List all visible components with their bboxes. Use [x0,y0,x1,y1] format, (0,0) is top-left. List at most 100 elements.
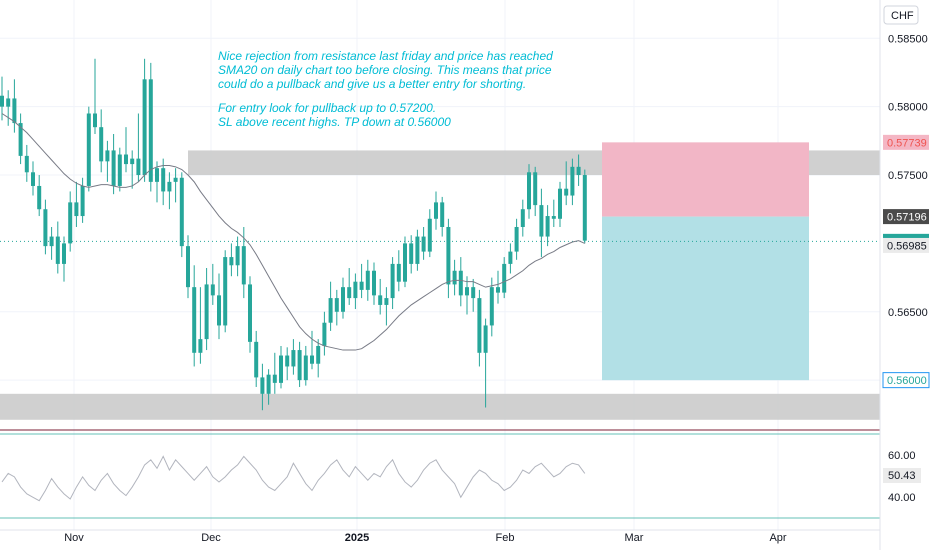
candle-body [210,284,215,296]
annotation-text[interactable]: Nice rejection from resistance last frid… [218,49,553,129]
candle-body [378,295,383,305]
candle-body [161,168,166,192]
candle-body [427,218,432,252]
candle-body [520,209,525,227]
candle-body [527,172,531,210]
candle-body [434,202,438,219]
candle-body [582,175,587,241]
candle-body [303,355,308,381]
rsi-value-tag [883,468,921,483]
candle-body [465,287,469,296]
candle-body [86,113,91,186]
candle-body [198,339,203,353]
x-tick-label: Apr [769,532,786,544]
currency-badge[interactable] [883,5,919,25]
time-axis[interactable]: Nov Dec 2025 Feb Mar Apr [64,532,787,544]
candle-body [235,246,240,266]
candle-body [80,185,85,217]
target-price-tag-label: 0.56000 [887,375,927,387]
rsi-polyline [1,455,586,502]
y-tick-label: 0.58000 [888,102,928,114]
candle-body [217,295,221,326]
candle-body [43,209,48,247]
candle-body [533,172,538,206]
candle-body [570,166,575,196]
zone-support [0,393,880,420]
candle-body [409,243,414,264]
candle-body [99,127,104,162]
candle-body [564,188,569,196]
candle-body [186,246,190,288]
candle-body [0,95,4,107]
candle-body [316,345,321,364]
candle-body [341,287,345,312]
entry-price-tag [883,209,929,225]
candle-body [93,113,97,128]
candle-body [328,298,333,323]
candle-body [291,350,296,367]
candle-body [558,188,562,219]
rsi-axis: 60.00 40.00 50.43 [883,450,921,504]
candle-body [167,181,172,192]
price-axis[interactable]: CHF 0.585000.580000.575000.565000.56000 … [882,5,930,504]
candle-body [489,287,494,326]
candle-body [241,246,246,285]
candle-body [12,98,17,124]
candle-body [508,251,513,264]
candle-body [322,322,327,346]
candle-body [155,168,159,182]
candle-body [384,298,389,305]
rsi-tick-60: 60.00 [888,450,916,462]
sma-price-tag [883,237,929,253]
candle-body [471,287,476,299]
candle-body [396,263,401,282]
candle-body [285,355,290,367]
y-ticks: 0.58500 0.58000 0.57500 0.56500 0.56000 [888,33,928,387]
candle-body [452,270,457,285]
sma-price-tag-label: 0.56985 [887,240,927,252]
candle-body [310,355,314,364]
candle-body [179,177,184,247]
candle-body [477,298,482,353]
x-tick-label: Nov [64,532,84,544]
trade-position[interactable] [0,142,880,381]
candle-body [272,374,277,383]
candle-body [403,243,407,282]
annotation-line-3: could do a pullback and give us a better… [218,77,526,91]
candle-body [31,172,35,186]
candle-body [365,270,370,290]
candle-body [117,154,122,186]
candles [0,58,587,411]
candle-body [334,298,339,312]
candle-body [514,226,519,252]
candle-body [496,287,500,293]
candle-body [502,263,507,293]
candle-body [254,341,259,378]
candle-body [111,150,116,186]
candle-body [347,287,352,299]
rsi-indicator [1,455,586,502]
candle-body [68,202,73,244]
x-tick-label: 2025 [345,532,369,544]
candle-body [260,377,265,394]
candle-body [359,281,364,290]
annotation-line-2: SMA20 on daily chart too before closing.… [218,63,552,77]
x-tick-label: Mar [625,532,644,544]
target-price-tag [882,372,930,389]
candle-body [6,98,11,107]
stop-price-tag-label: 0.57739 [887,137,927,149]
candle-body [142,79,147,176]
candle-body [415,236,420,264]
y-tick-label: 0.56500 [888,307,928,319]
candle-body [148,79,153,182]
candle-body [223,257,228,326]
candle-body [279,355,283,383]
candle-body [124,154,128,165]
sma20-polyline [1,113,586,351]
candle-body [173,177,178,182]
candle-body [204,284,209,340]
candle-body [248,284,252,342]
y-tick-label: 0.57500 [888,170,928,182]
